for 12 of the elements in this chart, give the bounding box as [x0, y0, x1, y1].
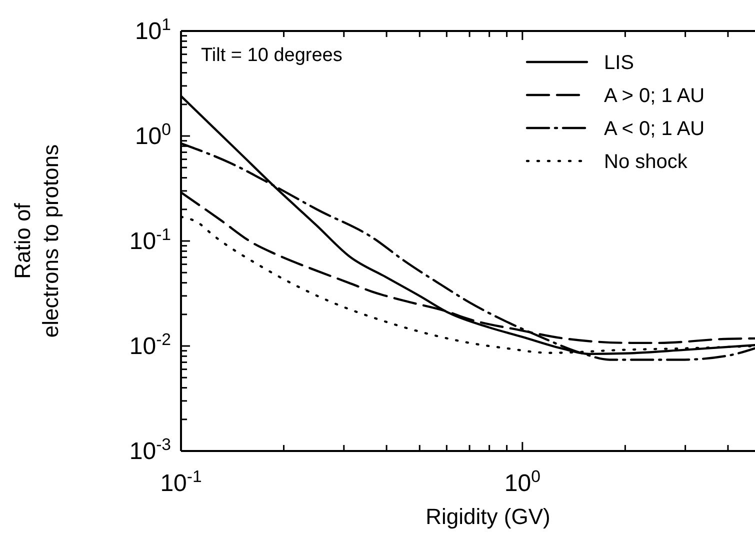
- y-tick-label: 10$^{1}$: [134, 14, 171, 45]
- y-axis-title: Ratio of electrons to protons: [10, 144, 63, 338]
- y-tick-label: 10$^{-3}$: [129, 434, 171, 465]
- legend-label: A < 0; 1 AU: [604, 118, 705, 140]
- y-tick-label: 10$^{-1}$: [129, 224, 171, 255]
- legend-label: LIS: [604, 52, 634, 74]
- annotation: Tilt = 10 degrees: [201, 45, 342, 66]
- y-tick-label: 10$^{-2}$: [129, 330, 171, 360]
- y-tick-label: 10$^{0}$: [134, 120, 171, 150]
- legend-label: No shock: [604, 151, 688, 173]
- x-axis-title: Rigidity (GV): [426, 504, 550, 529]
- legend-label: A > 0; 1 AU: [604, 85, 705, 107]
